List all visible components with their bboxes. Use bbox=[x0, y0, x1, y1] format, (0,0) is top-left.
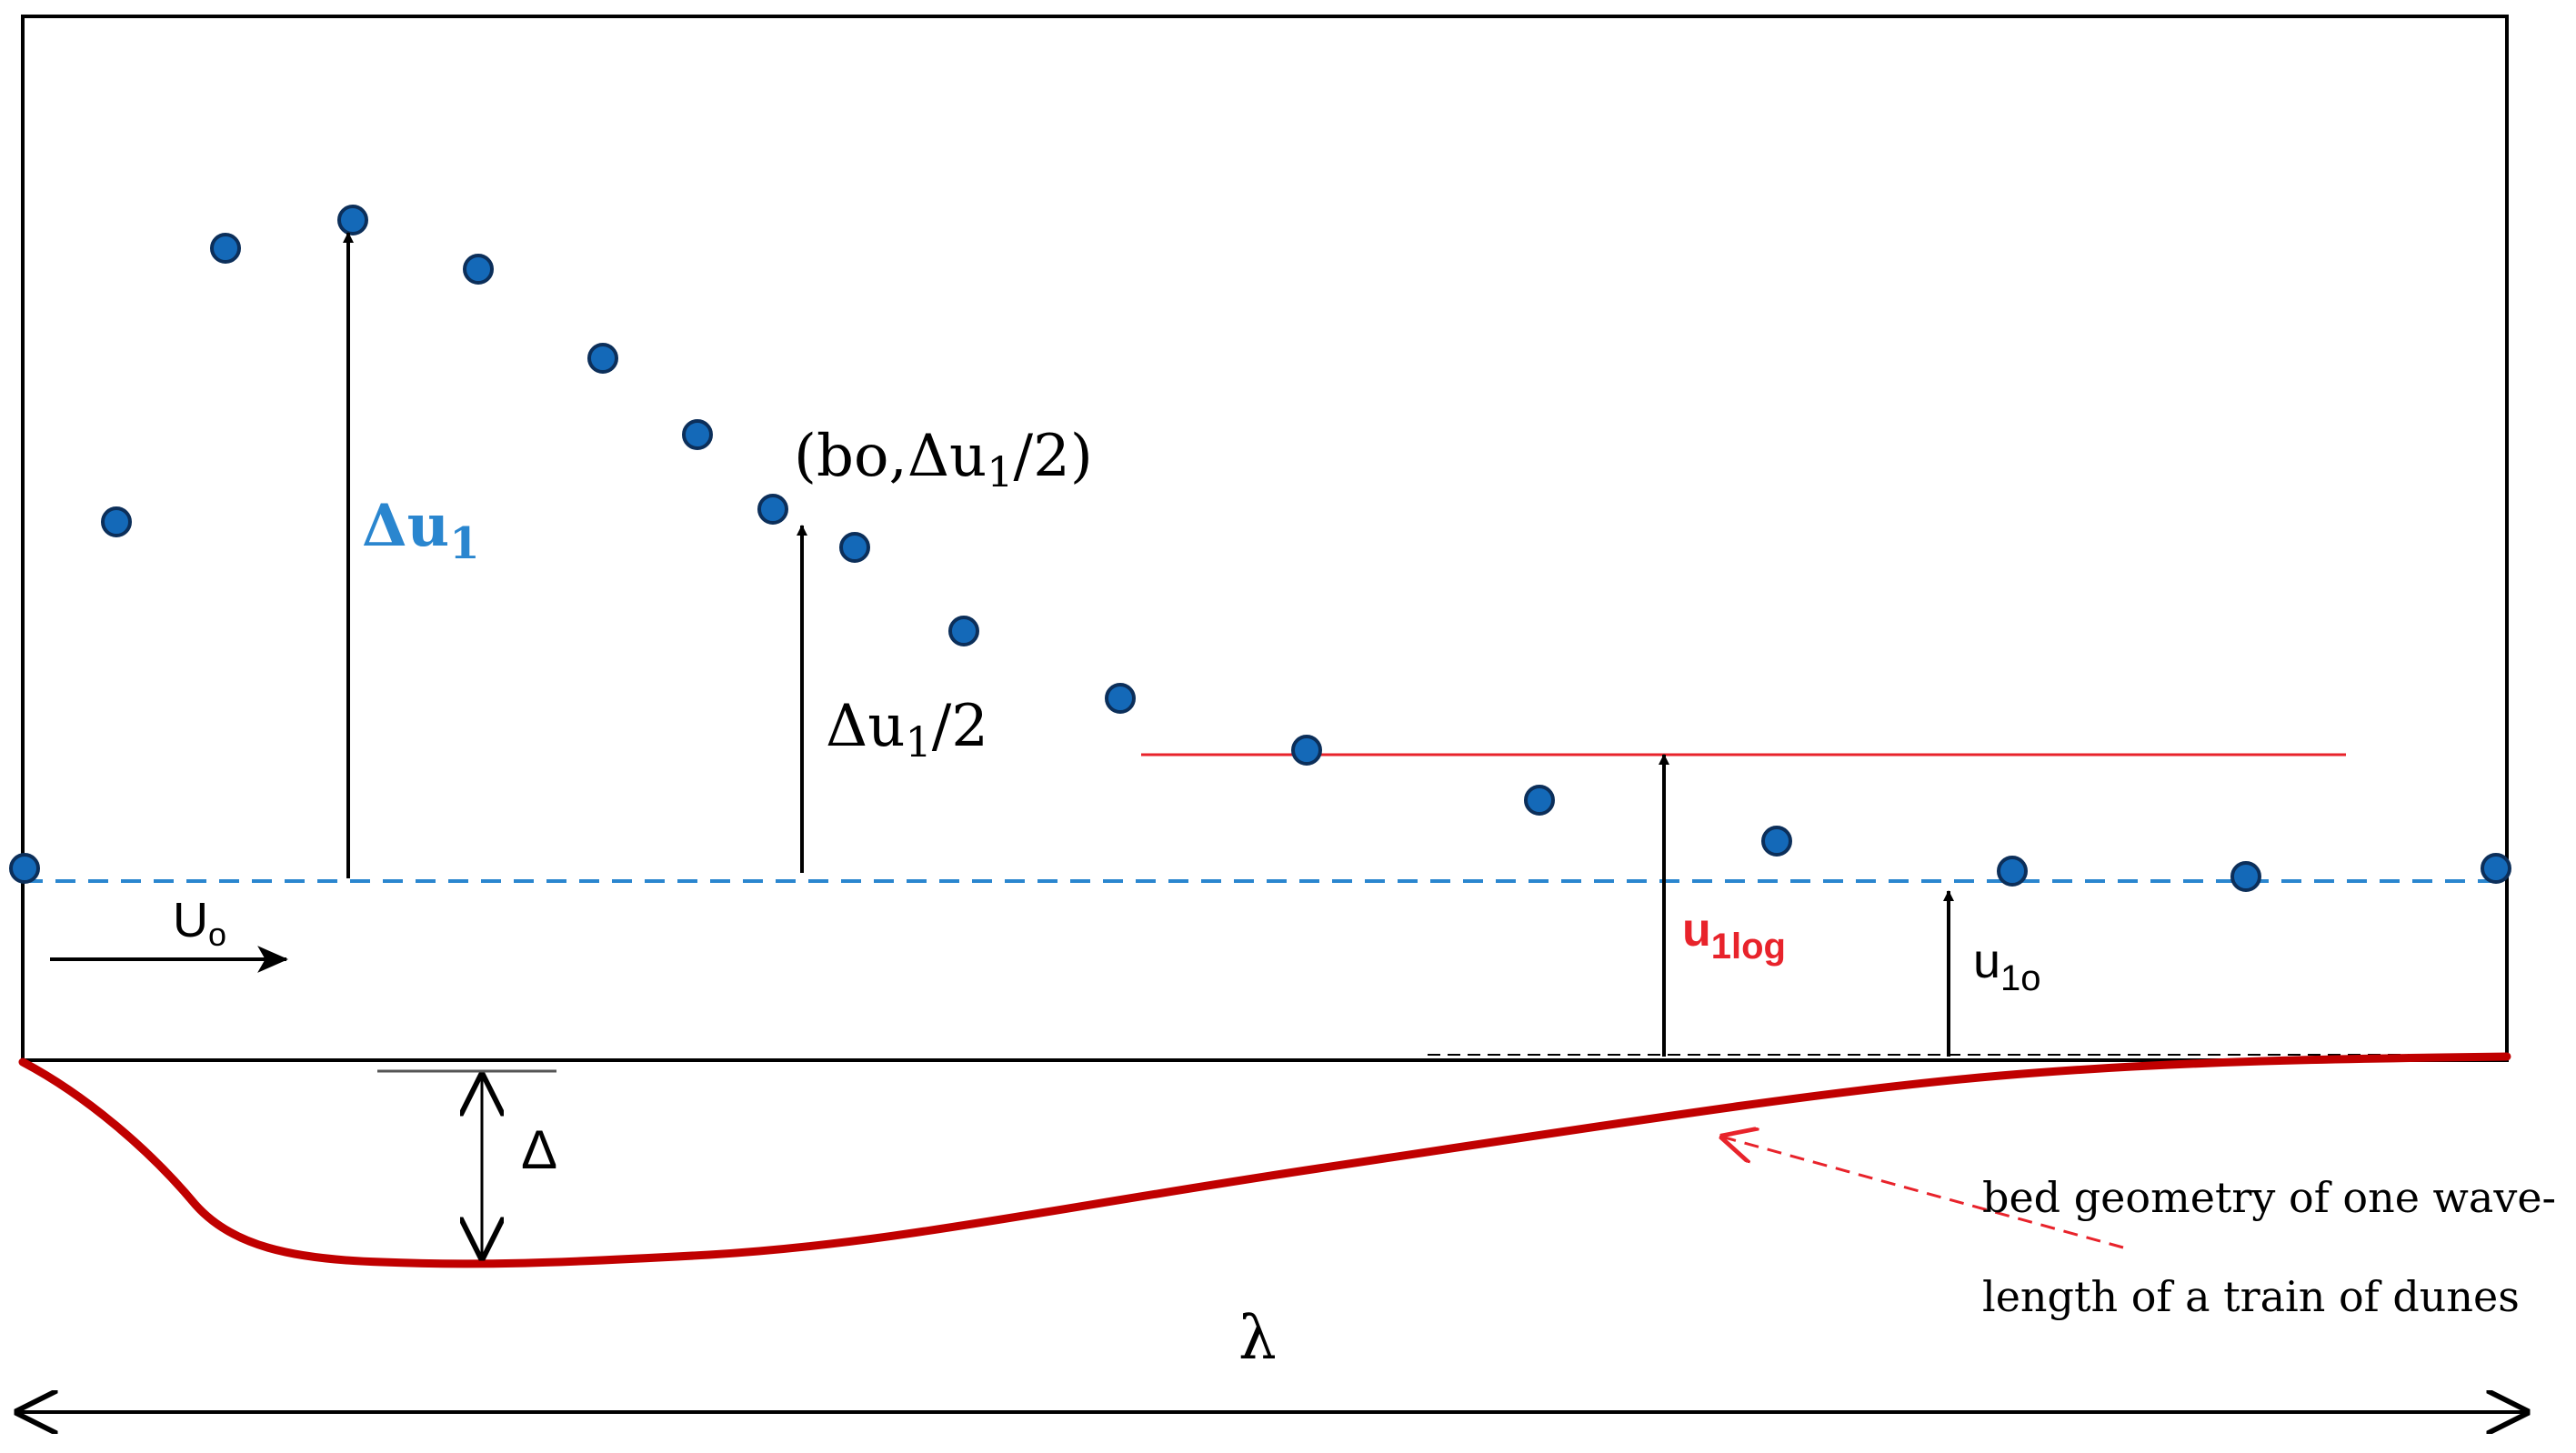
profile-point bbox=[1761, 826, 1792, 857]
profile-point bbox=[210, 233, 241, 264]
profile-point bbox=[839, 532, 870, 563]
profile-point bbox=[757, 494, 788, 525]
dune-bed-profile bbox=[18, 1052, 2511, 1268]
profile-point bbox=[1291, 735, 1322, 766]
u1log-label: u1log bbox=[1682, 904, 1786, 967]
profile-point bbox=[463, 254, 494, 285]
profile-point bbox=[1105, 683, 1136, 714]
profile-point bbox=[948, 616, 979, 646]
profile-point bbox=[2230, 861, 2261, 892]
wavelength-label: λ bbox=[1238, 1303, 1277, 1373]
profile-point bbox=[2481, 853, 2511, 884]
channel-frame bbox=[21, 15, 2509, 1062]
profile-point bbox=[337, 205, 368, 235]
velocity-profile-points bbox=[9, 205, 2511, 892]
profile-point bbox=[587, 343, 618, 374]
half-delta-u1-label: Δu1/2 bbox=[826, 693, 988, 767]
bed-annotation-line-2: length of a train of dunes bbox=[1982, 1272, 2520, 1321]
bed-depth-label: Δ bbox=[521, 1119, 557, 1180]
bed-annotation-line-1: bed geometry of one wave- bbox=[1982, 1173, 2556, 1222]
u1o-label: u1o bbox=[1973, 934, 2041, 998]
half-point-label: (bo,Δu1/2) bbox=[794, 423, 1093, 496]
profile-point bbox=[682, 419, 713, 450]
profile-point bbox=[1524, 785, 1555, 816]
free-stream-label: Uo bbox=[173, 893, 226, 953]
profile-point bbox=[9, 853, 40, 884]
profile-point bbox=[1997, 856, 2028, 887]
profile-point bbox=[101, 506, 132, 537]
delta-u1-label: Δu1 bbox=[362, 492, 480, 569]
